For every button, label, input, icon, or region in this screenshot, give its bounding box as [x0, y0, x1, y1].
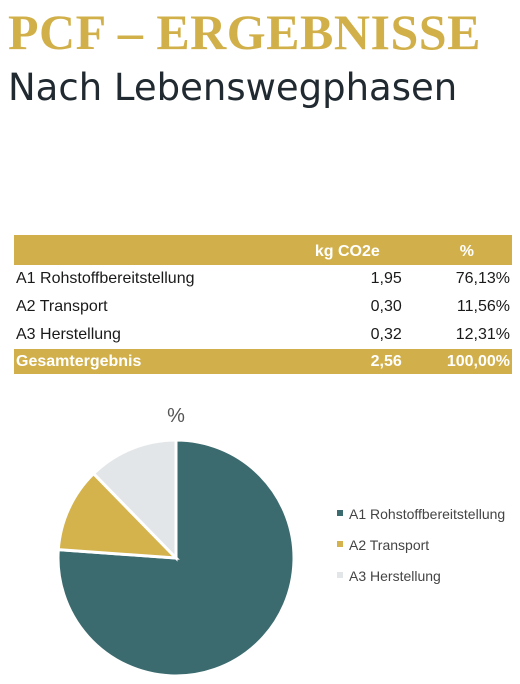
header-cell-name	[14, 235, 253, 265]
row-pct: 11,56%	[456, 298, 510, 315]
row-name: A3 Herstellung	[16, 326, 121, 343]
row-name: A1 Rohstoffbereitstellung	[16, 270, 195, 287]
row-name: A2 Transport	[16, 298, 108, 315]
total-pct: 100,00%	[446, 352, 510, 370]
pie-slices	[56, 438, 296, 678]
pie-slice-1	[56, 438, 296, 678]
legend-swatch-2	[337, 541, 343, 547]
results-table: kg CO2e % A1 Rohstoffbereitstellung 1,95…	[14, 235, 512, 374]
table-total-row: Gesamtergebnis 2,56 100,00%	[14, 349, 512, 374]
row-kg: 1,95	[370, 270, 402, 287]
legend-label-2: A2 Transport	[349, 537, 429, 553]
chart-legend: A1 Rohstoffbereitstellung A2 Transport A3 …	[337, 506, 505, 584]
total-name: Gesamtergebnis	[16, 352, 142, 370]
chart-title: %	[167, 405, 185, 427]
header-cell-pct: %	[459, 242, 474, 260]
legend-swatch-3	[337, 572, 343, 578]
legend-label-3: A3 Herstellung	[349, 568, 441, 584]
row-kg: 0,30	[370, 298, 402, 315]
legend-label-1: A1 Rohstoffbereitstellung	[349, 506, 505, 522]
pie-slice-2	[56, 471, 180, 560]
table-row: A1 Rohstoffbereitstellung 1,95 76,13%	[14, 265, 512, 293]
table-row: A3 Herstellung 0,32 12,31%	[14, 321, 512, 349]
page-title: PCF – ERGEBNISSE	[8, 4, 481, 60]
row-pct: 76,13%	[455, 270, 510, 287]
table-header-row: kg CO2e %	[14, 235, 512, 265]
table-row: A2 Transport 0,30 11,56%	[14, 293, 512, 321]
header-cell-kg: kg CO2e	[314, 242, 380, 260]
total-kg: 2,56	[370, 352, 402, 370]
page-subtitle: Nach Lebenswegphasen	[8, 66, 458, 109]
row-kg: 0,32	[370, 326, 402, 343]
pie-slice-3	[91, 438, 178, 562]
legend-swatch-1	[337, 510, 343, 516]
row-pct: 12,31%	[455, 326, 510, 343]
